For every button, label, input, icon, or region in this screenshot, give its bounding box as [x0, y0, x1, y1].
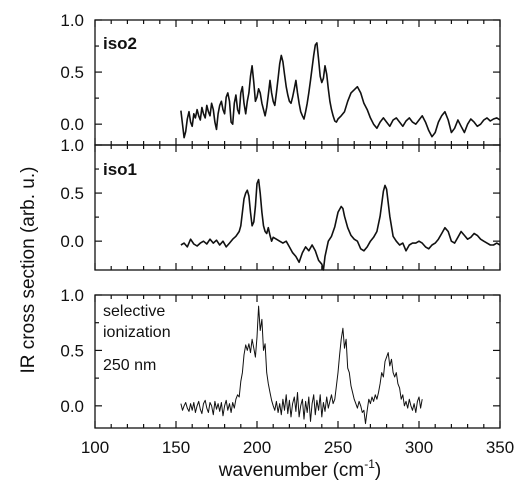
x-tick-label: 300 [405, 438, 433, 457]
x-tick-label: 100 [81, 438, 109, 457]
panel-3: 0.0 0.5 1.0 selective ionization 250 nm [60, 286, 501, 429]
y-tick-label: 1.0 [60, 136, 84, 155]
x-tick-label: 150 [162, 438, 190, 457]
panels: 0.0 0.5 1.0 iso2 0.0 0.5 1.0 iso1 0.0 0.5 1.0 selec… [60, 11, 514, 457]
panel-2: 0.0 0.5 1.0 iso1 [60, 136, 501, 271]
x-tick-label: 350 [486, 438, 514, 457]
x-tick-label: 200 [243, 438, 271, 457]
y-tick-label: 0.0 [60, 397, 84, 416]
panel-label-line: 250 nm [103, 357, 156, 374]
panel-frame [94, 294, 501, 429]
panel-label-iso1: iso1 [103, 160, 137, 179]
panel-1: 0.0 0.5 1.0 iso2 [60, 11, 501, 146]
spectrum-line-3 [180, 305, 423, 425]
y-tick-label: 0.0 [60, 232, 84, 251]
panel-frame [94, 19, 501, 146]
panel-frame [94, 144, 501, 271]
spectrum-line-2 [180, 178, 501, 271]
x-axis-title-word: wavenumber [218, 460, 328, 481]
y-tick-label: 1.0 [60, 11, 84, 30]
spectrum-line-1 [180, 42, 501, 139]
y-tick-label: 0.5 [60, 63, 84, 82]
panel-label-line: selective [103, 303, 165, 320]
panel-label-line: ionization [103, 324, 171, 341]
x-axis-title-unit-close: ) [375, 460, 381, 481]
y-tick-label: 0.5 [60, 184, 84, 203]
y-tick-label: 0.5 [60, 341, 84, 360]
y-tick-label: 1.0 [60, 286, 84, 305]
y-axis-title: IR cross section (arb. u.) [18, 167, 39, 374]
x-axis-title-unit-exponent: -1 [364, 457, 375, 471]
x-tick-label: 250 [324, 438, 352, 457]
x-axis-title: wavenumber (cm-1) [218, 457, 381, 481]
panel-label-iso2: iso2 [103, 34, 137, 53]
x-axis-title-unit: (cm [333, 460, 365, 481]
y-tick-label: 0.0 [60, 115, 84, 134]
